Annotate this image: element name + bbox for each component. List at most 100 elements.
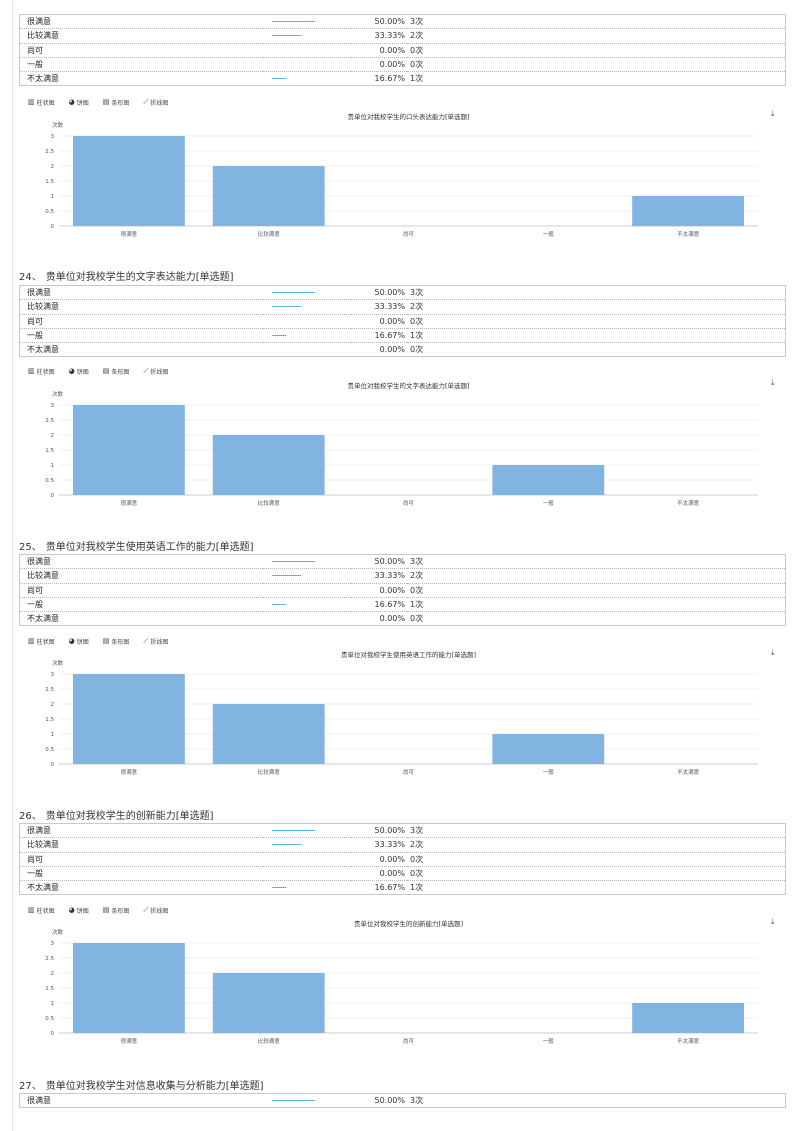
- bar-chart-icon: ▥: [28, 906, 35, 914]
- option-label: 很满意: [19, 285, 263, 301]
- option-percent: 33.33%: [351, 28, 407, 44]
- line-chart-icon: ⟋: [143, 367, 149, 375]
- y-tick-label: 2.5: [45, 956, 54, 962]
- x-tick-label: 尚可: [403, 230, 415, 238]
- y-tick-label: 1: [51, 1001, 55, 1007]
- y-axis-label: 次数: [52, 121, 64, 129]
- option-label: 比较满意: [19, 837, 263, 853]
- stats-table-q25: 很满意 50.00% 3次 比较满意 33.33% 2次 尚可 0.00% 0次 一般 16.…: [19, 554, 786, 627]
- percent-bar: [272, 561, 315, 562]
- table-row: 不太满意 16.67% 1次: [20, 881, 786, 895]
- option-count: 3次: [410, 1096, 424, 1106]
- table-row: 很满意 50.00% 3次: [19, 285, 786, 301]
- chart-type-tabs: ▥ 柱状图 ◕ 饼图 ▤ 条形图 ⟋ 折线图: [28, 906, 169, 916]
- pie-chart-icon: ◕: [68, 98, 75, 106]
- option-count: 0次: [407, 583, 786, 598]
- y-tick-label: 0.5: [45, 209, 54, 215]
- tab-line-chart[interactable]: ⟋ 折线图: [143, 98, 169, 108]
- tab-horizontal-bar[interactable]: ▤ 条形图: [102, 637, 130, 647]
- table-row: 很满意 50.00% 3次: [19, 823, 786, 839]
- x-tick-label: 很满意: [121, 768, 138, 776]
- x-tick-label: 不太满意: [677, 1037, 700, 1045]
- y-tick-label: 2.5: [45, 149, 54, 155]
- tab-line-chart[interactable]: ⟋ 折线图: [143, 906, 169, 916]
- percent-bar: [272, 830, 315, 831]
- option-percent: 50.00%: [351, 285, 407, 301]
- tab-bar-chart[interactable]: ▥ 柱状图: [28, 367, 55, 377]
- option-count: 3次: [407, 823, 786, 839]
- table-row: 很满意 50.00% 3次: [19, 554, 786, 570]
- bar-1: [72, 136, 185, 226]
- table-row: 比较满意 33.33% 2次: [19, 837, 786, 853]
- y-tick-label: 2.5: [45, 418, 54, 424]
- pie-chart-icon: ◕: [68, 367, 75, 375]
- option-percent: 0.00%: [351, 852, 407, 867]
- tab-pie-chart[interactable]: ◕ 饼图: [68, 906, 89, 916]
- x-tick-label: 不太满意: [677, 768, 700, 776]
- option-label: 比较满意: [19, 28, 263, 44]
- pie-chart-icon: ◕: [68, 637, 75, 645]
- option-label: 很满意: [19, 14, 263, 30]
- download-icon[interactable]: ⤓: [771, 109, 775, 118]
- percent-bar: [272, 1100, 315, 1101]
- option-label: 比较满意: [19, 568, 263, 584]
- option-percent: 33.33%: [351, 837, 407, 853]
- option-label: 比较满意: [19, 299, 263, 315]
- chart-type-tabs: ▥ 柱状图 ◕ 饼图 ▤ 条形图 ⟋ 折线图: [28, 98, 169, 108]
- option-count: 2次: [407, 299, 786, 315]
- y-tick-label: 3: [51, 134, 55, 140]
- option-label: 不太满意: [27, 883, 59, 893]
- y-tick-label: 1: [51, 194, 55, 200]
- download-icon[interactable]: ⤓: [771, 378, 775, 387]
- download-icon[interactable]: ⤓: [771, 917, 775, 926]
- y-tick-label: 2: [51, 433, 55, 439]
- y-tick-label: 3: [51, 941, 55, 947]
- option-label: 尚可: [19, 43, 263, 58]
- table-row: 尚可 0.00% 0次: [19, 852, 786, 867]
- y-tick-label: 0.5: [45, 478, 54, 484]
- percent-bar: [272, 575, 301, 577]
- option-label: 不太满意: [27, 345, 59, 355]
- tab-line-chart[interactable]: ⟋ 折线图: [143, 637, 169, 647]
- x-tick-label: 很满意: [121, 230, 138, 238]
- tab-pie-chart[interactable]: ◕ 饼图: [68, 367, 89, 377]
- option-count: 1次: [410, 883, 424, 893]
- tab-horizontal-bar[interactable]: ▤ 条形图: [102, 367, 130, 377]
- tab-pie-chart[interactable]: ◕ 饼图: [68, 98, 89, 108]
- y-tick-label: 1.5: [45, 717, 54, 723]
- option-count: 0次: [407, 866, 786, 882]
- y-tick-label: 0: [51, 493, 55, 499]
- tab-pie-chart[interactable]: ◕ 饼图: [68, 637, 89, 647]
- stats-table-q26: 很满意 50.00% 3次 比较满意 33.33% 2次 尚可 0.00% 0次 一般 0.0…: [19, 823, 786, 896]
- chart-title: 贵单位对我校学生使用英语工作的能力[单选题]: [341, 650, 476, 659]
- table-row: 很满意 50.00% 3次: [19, 14, 786, 30]
- x-tick-label: 一般: [543, 230, 555, 238]
- y-axis-label: 次数: [52, 659, 64, 667]
- tab-bar-chart[interactable]: ▥ 柱状图: [28, 906, 55, 916]
- y-tick-label: 0: [51, 224, 55, 230]
- y-tick-label: 0: [51, 1031, 55, 1037]
- tab-bar-chart[interactable]: ▥ 柱状图: [28, 98, 55, 108]
- download-icon[interactable]: ⤓: [771, 648, 775, 657]
- tab-line-chart[interactable]: ⟋ 折线图: [143, 367, 169, 377]
- option-percent: 50.00%: [351, 554, 407, 570]
- option-count: 2次: [407, 28, 786, 44]
- option-label: 一般: [19, 328, 263, 344]
- option-count: 3次: [407, 14, 786, 30]
- option-percent: 0.00%: [351, 43, 407, 58]
- x-tick-label: 尚可: [403, 768, 415, 776]
- option-count: 0次: [407, 852, 786, 867]
- table-row: 比较满意 33.33% 2次: [19, 568, 786, 584]
- option-percent: 16.67%: [374, 74, 405, 84]
- page-left-border: [12, 0, 13, 1131]
- tab-bar-chart[interactable]: ▥ 柱状图: [28, 637, 55, 647]
- tab-horizontal-bar[interactable]: ▤ 条形图: [102, 906, 130, 916]
- x-tick-label: 一般: [543, 499, 555, 507]
- bar-2: [212, 435, 325, 495]
- bar-chart-icon: ▥: [28, 637, 35, 645]
- bar-chart: 贵单位对我校学生的口头表达能力[单选题] 次数 0 0.5 1 1.5 2 2.5 3 很满意 比较…: [45, 112, 758, 238]
- y-tick-label: 3: [51, 672, 55, 678]
- option-label: 一般: [19, 866, 263, 882]
- percent-bar: [272, 887, 287, 889]
- tab-horizontal-bar[interactable]: ▤ 条形图: [102, 98, 130, 108]
